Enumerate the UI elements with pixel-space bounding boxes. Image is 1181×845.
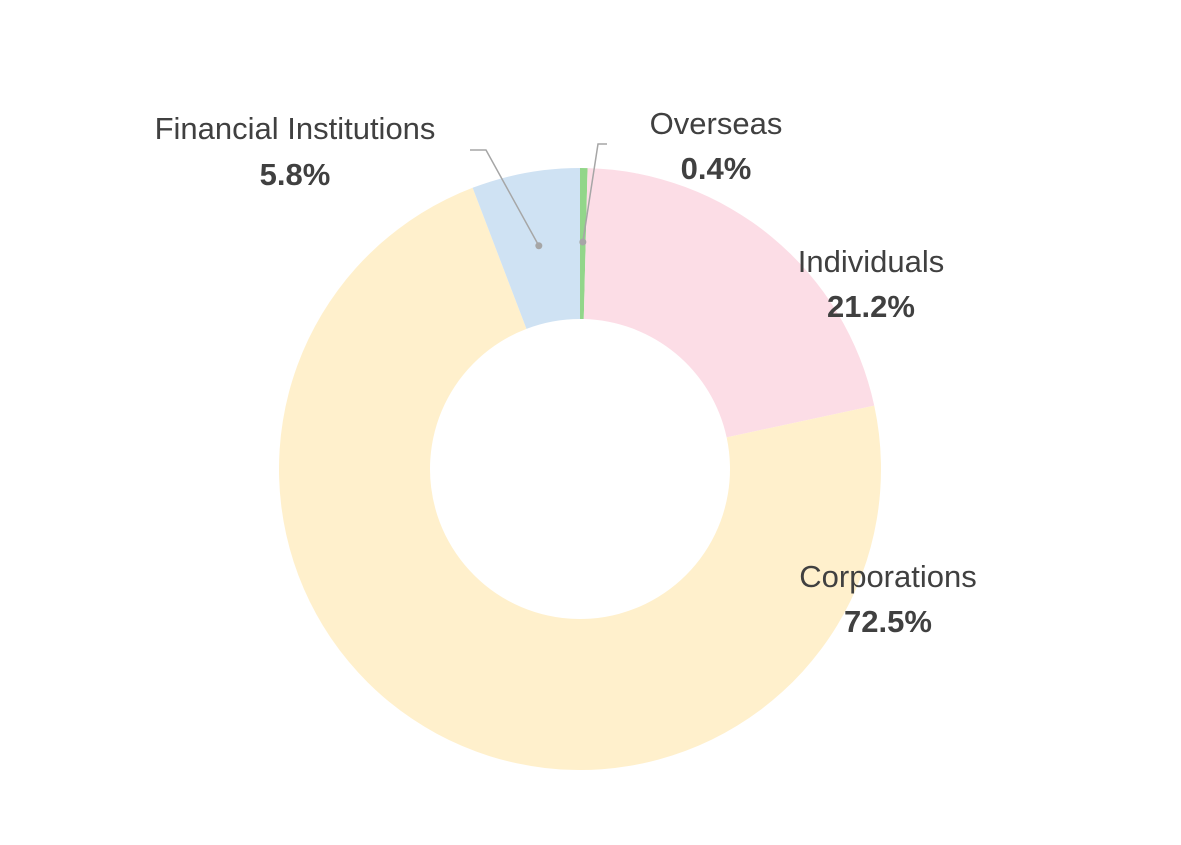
slices-layer bbox=[278, 168, 881, 770]
leaders-layer bbox=[470, 143, 607, 250]
label-overseas-value: 0.4% bbox=[681, 151, 752, 186]
label-corporations-value: 72.5% bbox=[844, 604, 932, 639]
leader-dot-financial-institutions bbox=[535, 242, 543, 250]
label-overseas-name: Overseas bbox=[650, 106, 783, 141]
slice-individuals bbox=[583, 168, 875, 438]
slice-corporations bbox=[278, 187, 881, 770]
label-corporations-name: Corporations bbox=[799, 559, 976, 594]
leader-dot-overseas bbox=[579, 238, 587, 246]
label-individuals-name: Individuals bbox=[798, 244, 944, 279]
leader-line-financial-institutions bbox=[470, 149, 540, 247]
label-financial-institutions-value: 5.8% bbox=[260, 157, 331, 192]
slice-financial-institutions bbox=[472, 168, 580, 329]
leader-line-overseas bbox=[582, 143, 607, 243]
label-financial-institutions-name: Financial Institutions bbox=[155, 111, 436, 146]
label-individuals-value: 21.2% bbox=[827, 289, 915, 324]
